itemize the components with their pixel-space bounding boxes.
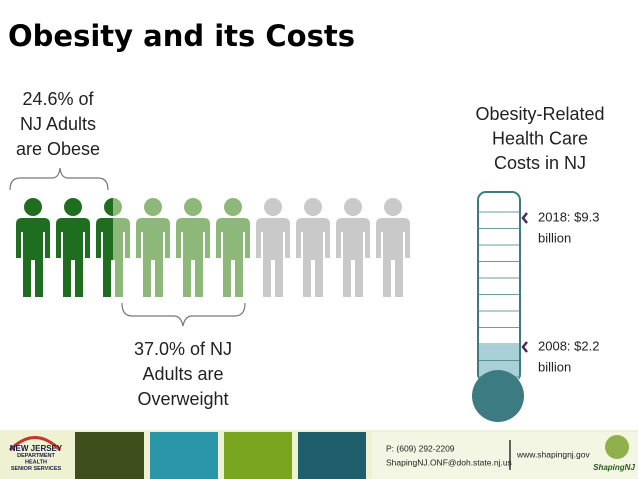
title: Obesity and its Costs [8,19,355,53]
body [176,218,210,297]
body [296,218,330,297]
head [384,198,402,216]
head [264,198,282,216]
bracket [121,302,246,327]
logo-line: HEALTH [25,459,47,465]
heading-line: Obesity-Related [475,104,604,124]
email: ShapingNJ.ONF@doh.state.nj.us [386,457,512,467]
obese-note: 24.6% of NJ Adults are Obese [16,89,100,159]
cost-markers: 2018: $9.3 billion 2008: $2.2 billion [521,209,599,374]
note-line: 24.6% of [22,89,94,109]
person [296,198,330,297]
note-line: Overweight [137,389,228,409]
logo-line: DEPARTMENT [17,453,55,459]
person [176,198,210,297]
head [224,198,242,216]
person [376,198,410,297]
swatch [150,432,218,479]
head [304,198,322,216]
body [136,218,170,297]
body [16,218,50,297]
overweight-note: 37.0% of NJ Adults are Overweight [134,339,232,409]
marker-chevron [521,212,528,224]
costs-heading: Obesity-Related Health Care Costs in NJ [475,104,604,173]
bulb [472,370,524,422]
note-line: 37.0% of NJ [134,339,232,359]
heading-line: Health Care [492,128,588,148]
person [56,198,90,297]
note-line: Adults are [142,364,223,384]
marker-label: billion [538,359,571,374]
head [144,198,162,216]
person [96,198,113,297]
swatch [75,432,144,479]
head [113,198,122,216]
person [216,198,250,297]
swatch [224,432,292,479]
head [104,198,113,216]
pictogram [16,198,410,297]
head [24,198,42,216]
logo-line: SENIOR SERVICES [11,466,62,472]
person [113,198,130,297]
person [136,198,170,297]
note-line: NJ Adults [20,114,96,134]
swatch [298,432,366,479]
person [256,198,290,297]
note-line: are Obese [16,139,100,159]
right-logo: ShapingNJ [593,463,635,472]
website: www.shapingnj.gov [516,449,591,459]
body [336,218,370,297]
person [336,198,370,297]
body [113,218,130,297]
body [56,218,90,297]
person [16,198,50,297]
body [376,218,410,297]
body [96,218,113,297]
thermometer [472,191,524,422]
body [256,218,290,297]
head [64,198,82,216]
logo-line: NEW JERSEY [10,444,63,453]
phone: P: (609) 292-2209 [386,443,455,453]
marker-label: billion [538,230,571,245]
body [216,218,250,297]
heading-line: Costs in NJ [494,153,586,173]
marker-label: 2018: $9.3 [538,209,599,224]
marker-label: 2008: $2.2 [538,338,599,353]
right-logo-mark [605,435,629,459]
head [344,198,362,216]
contact-area [372,432,638,479]
head [184,198,202,216]
marker-chevron [521,341,528,353]
bracket [9,167,109,191]
